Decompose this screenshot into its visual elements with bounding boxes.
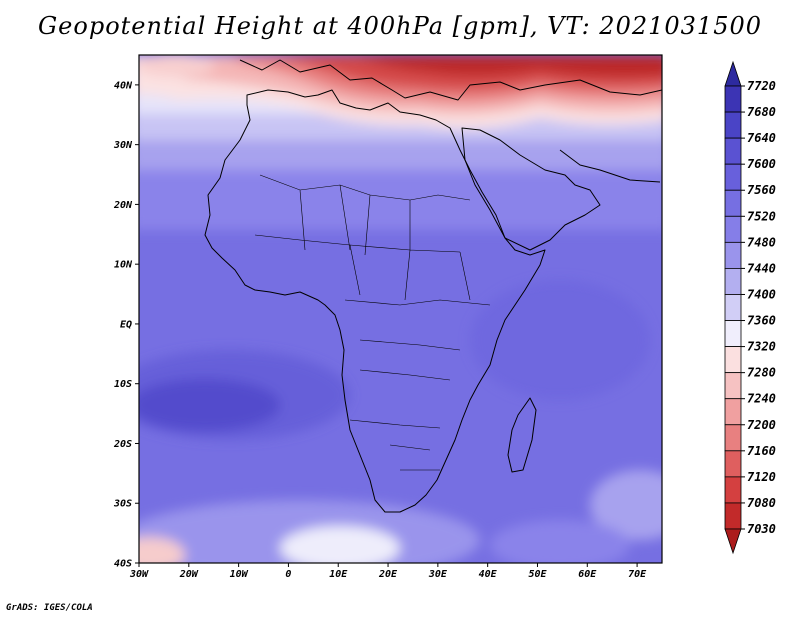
field-red-2 bbox=[330, 55, 662, 77]
lat-tick-label: 20N bbox=[113, 200, 133, 211]
lat-tick-label: 40N bbox=[114, 80, 133, 91]
lon-tick-label: 30E bbox=[428, 569, 448, 580]
colorbar-box bbox=[724, 450, 742, 478]
field-med-low-pink bbox=[139, 55, 215, 77]
colorbar-box bbox=[724, 241, 742, 269]
field-sw-corner bbox=[139, 537, 185, 563]
colorbar-label: 7280 bbox=[747, 366, 776, 380]
colorbar-box bbox=[724, 294, 742, 321]
colorbar-label: 7560 bbox=[747, 183, 776, 197]
colorbar-box bbox=[724, 215, 742, 243]
colorbar-box bbox=[724, 189, 742, 217]
madagascar-coastline bbox=[507, 397, 537, 473]
lat-tick-label: 20S bbox=[113, 439, 132, 450]
colorbar-label: 7120 bbox=[747, 470, 776, 484]
persian-gulf-coastline bbox=[559, 149, 661, 183]
colorbar-box bbox=[724, 346, 742, 374]
colorbar-label: 7080 bbox=[747, 496, 776, 510]
colorbar-label: 7720 bbox=[747, 79, 776, 93]
field-se-light bbox=[590, 470, 662, 540]
field-band-sahara bbox=[139, 160, 662, 230]
plot-frame bbox=[138, 54, 663, 564]
colorbar-label: 7360 bbox=[747, 314, 776, 328]
field-band-north-africa bbox=[139, 135, 662, 170]
lat-axis: 40N 30N 20N 10N EQ 10S 20S 30S 40S bbox=[113, 80, 139, 570]
colorbar-label: 7520 bbox=[747, 209, 776, 223]
colorbar-label: 7600 bbox=[747, 157, 776, 171]
colorbar-box bbox=[724, 424, 742, 452]
colorbar-box bbox=[724, 163, 742, 191]
colorbar-box bbox=[724, 398, 742, 426]
lat-tick-label: EQ bbox=[120, 319, 132, 330]
arabian-peninsula-coastline bbox=[461, 127, 601, 251]
colorbar-label: 7400 bbox=[747, 287, 776, 301]
colorbar-boxes bbox=[724, 60, 742, 555]
colorbar-label: 7320 bbox=[747, 340, 776, 354]
colorbar-label: 7480 bbox=[747, 235, 776, 249]
lat-tick-label: 30S bbox=[113, 499, 132, 510]
field-south-atlantic-ring bbox=[139, 350, 350, 440]
lon-tick-label: 50E bbox=[528, 569, 547, 580]
colorbar-box bbox=[724, 372, 742, 400]
colorbar-box bbox=[724, 320, 742, 347]
grads-credit: GrADS: IGES/COLA bbox=[6, 603, 93, 613]
border-lines bbox=[254, 174, 491, 471]
colorbar-bottom-arrow bbox=[724, 528, 742, 555]
country-borders bbox=[254, 174, 491, 471]
height-field bbox=[139, 55, 662, 563]
colorbar-label: 7160 bbox=[747, 444, 776, 458]
colorbar-box bbox=[724, 268, 742, 295]
africa-coastline bbox=[204, 89, 546, 513]
lon-tick-label: 0 bbox=[285, 569, 291, 580]
chart-title: Geopotential Height at 400hPa [gpm], VT:… bbox=[38, 12, 762, 40]
field-se-light-2 bbox=[490, 520, 630, 563]
lon-tick-label: 30W bbox=[129, 569, 149, 580]
colorbar-label: 7030 bbox=[747, 522, 776, 536]
lat-tick-label: 30N bbox=[113, 140, 133, 151]
lon-tick-label: 70E bbox=[628, 569, 647, 580]
lon-tick-label: 20E bbox=[378, 569, 398, 580]
colorbar-label: 7200 bbox=[747, 418, 776, 432]
colorbar-label: 7240 bbox=[747, 392, 776, 406]
colorbar-box bbox=[724, 137, 742, 165]
colorbar-box bbox=[724, 111, 742, 139]
field-south-light-2 bbox=[280, 526, 400, 563]
lon-axis: 30W 20W 10W 0 10E 20E 30E 40E 50E 60E 70E bbox=[129, 563, 647, 580]
field-indian-ocean-max bbox=[470, 280, 650, 400]
colorbar-label: 7440 bbox=[747, 261, 776, 275]
lon-tick-label: 10E bbox=[329, 569, 348, 580]
lat-tick-label: 10N bbox=[114, 260, 133, 271]
lon-tick-label: 40E bbox=[479, 569, 498, 580]
lat-tick-label: 10S bbox=[114, 379, 132, 390]
lon-tick-label: 60E bbox=[578, 569, 597, 580]
lon-tick-label: 10W bbox=[230, 569, 249, 580]
europe-coastline bbox=[239, 59, 662, 101]
coastlines bbox=[204, 59, 662, 513]
colorbar-box bbox=[724, 476, 742, 504]
colorbar-label: 7680 bbox=[747, 105, 776, 119]
colorbar-box bbox=[724, 502, 742, 530]
lon-tick-label: 20W bbox=[179, 569, 199, 580]
colorbar-box bbox=[724, 85, 742, 113]
colorbar-label: 7640 bbox=[747, 131, 776, 145]
colorbar-labels: 7720 7680 7640 7600 7560 7520 7480 7440 7400 7360… bbox=[741, 79, 776, 536]
colorbar-top-arrow bbox=[724, 60, 742, 87]
lat-tick-label: 40S bbox=[114, 559, 132, 570]
